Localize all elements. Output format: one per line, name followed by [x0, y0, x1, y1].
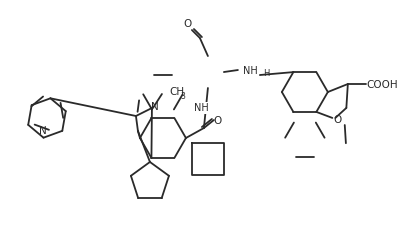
Text: H: H — [263, 69, 270, 78]
Text: 3: 3 — [180, 91, 185, 100]
Text: NH: NH — [243, 66, 257, 76]
Text: O: O — [184, 19, 192, 29]
Text: N: N — [38, 126, 47, 136]
Text: O: O — [214, 116, 222, 126]
Text: CH: CH — [169, 87, 184, 97]
Text: N: N — [151, 102, 159, 112]
Text: O: O — [333, 115, 342, 125]
Text: NH: NH — [194, 103, 208, 113]
Text: COOH: COOH — [366, 80, 398, 90]
